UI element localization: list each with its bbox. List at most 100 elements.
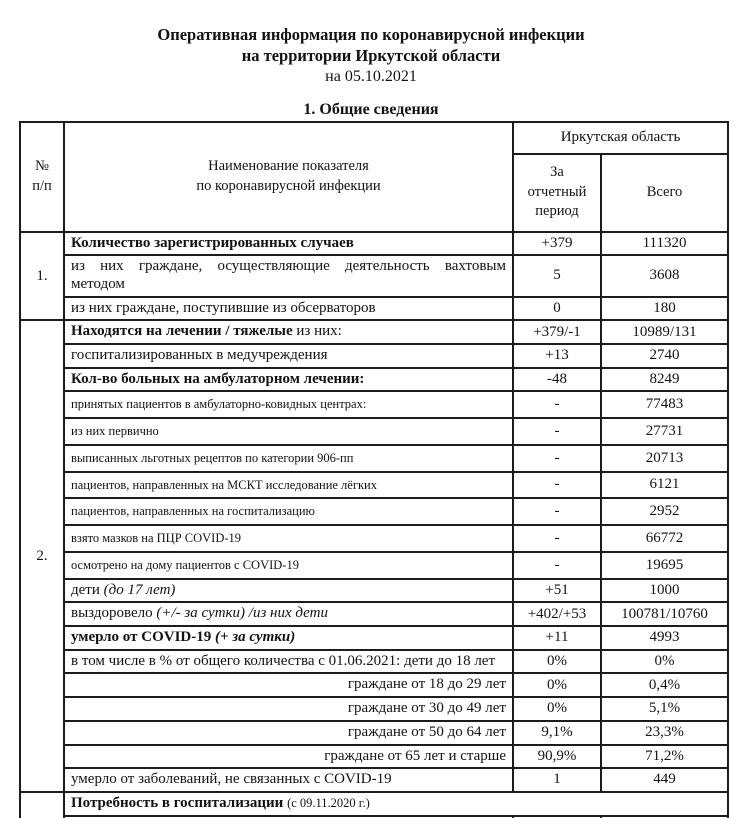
value-period: 0% <box>512 648 602 675</box>
table-row: граждане от 50 до 64 лет 9,1% 23,3% <box>20 719 730 746</box>
value-period: 5 <box>512 254 602 298</box>
indicator-name: выздоровело (+/- за сутки) /из них дети <box>63 601 514 628</box>
document-title: Оперативная информация по коронавирусной… <box>0 0 742 88</box>
indicator-name-text: (до 17 лет) <box>103 581 176 598</box>
table-row: граждане от 30 до 49 лет 0% 5,1% <box>20 696 730 722</box>
indicator-name-text: осмотрено на дому пациентов с COVID-19 <box>71 557 299 572</box>
indicator-name-text: из них: <box>296 323 342 340</box>
indicator-name-text: принятых пациентов в амбулаторно-ковидны… <box>71 397 367 412</box>
value-period: +11 <box>512 625 602 651</box>
value-total: 180 <box>599 295 730 322</box>
value-period: +379/-1 <box>512 319 602 346</box>
indicator-name: потребность в госпитализации в г. Иркутс… <box>63 814 514 818</box>
value-total: 449 <box>599 767 730 793</box>
indicator-name-text: (+/- за сутки) /из них дети <box>156 605 328 622</box>
indicator-name-text: граждане от 50 до 64 лет <box>347 723 506 740</box>
indicator-name-text: (+ за сутки) <box>214 629 296 646</box>
value-period: +51 <box>512 577 602 604</box>
value-total: 6121 <box>599 470 730 500</box>
row-number: 3. <box>19 790 65 818</box>
row-number: 2. <box>19 319 65 793</box>
indicator-name: Находятся на лечении / тяжелые из них: <box>63 319 514 346</box>
column-header-period: За отчетный период <box>512 152 602 233</box>
indicator-name-text: госпитализированных в медучреждения <box>71 347 328 364</box>
indicator-name: граждане от 65 лет и старше <box>63 743 514 770</box>
table-row: выписанных льготных рецептов по категори… <box>20 443 730 473</box>
value-period: +402/+53 <box>512 601 602 628</box>
value-total: 5,1% <box>599 696 730 722</box>
value-period: - <box>512 497 602 527</box>
indicator-name-text: дети <box>71 581 104 598</box>
value-total: 71,2% <box>599 743 730 770</box>
value-period: +13 <box>512 343 602 369</box>
value-period: 0% <box>512 672 602 699</box>
indicator-name-text: из них граждане, осуществляющие деятельн… <box>71 258 506 293</box>
value-period: - <box>512 470 602 500</box>
indicator-name: граждане от 50 до 64 лет <box>63 719 514 746</box>
table-row: 3.Потребность в госпитализации (с 09.11.… <box>19 790 730 818</box>
value-total: 2740 <box>599 343 730 369</box>
table-row: граждане от 65 лет и старше 90,9% 71,2% <box>20 743 730 770</box>
indicator-name: Количество зарегистрированных случаев <box>63 230 514 257</box>
indicator-name: выписанных льготных рецептов по категори… <box>63 443 514 473</box>
table-row: в том числе в % от общего количества с 0… <box>20 648 730 675</box>
column-header-region: Иркутская область <box>511 120 730 155</box>
indicator-name-text: пациентов, направленных на МСКТ исследов… <box>71 477 377 492</box>
table-row: принятых пациентов в амбулаторно-ковидны… <box>20 390 730 420</box>
value-total: 19695 <box>599 550 730 580</box>
value-total: 100781/10760 <box>599 601 730 628</box>
value-total: 10989/131 <box>599 319 730 346</box>
indicator-name-text: выздоровело <box>71 605 157 622</box>
indicator-name: умерло от COVID-19 (+ за сутки) <box>63 625 514 651</box>
value-total: 111320 <box>599 230 730 257</box>
table-row: умерло от заболеваний, не связанных с CO… <box>20 767 730 793</box>
indicator-name: из них граждане, осуществляющие деятельн… <box>63 254 514 298</box>
indicator-name-text: (с 09.11.2020 г.) <box>287 795 370 810</box>
indicator-name: принятых пациентов в амбулаторно-ковидны… <box>63 390 514 420</box>
table-row: потребность в госпитализации в г. Иркутс… <box>20 814 730 818</box>
table-row: граждане от 18 до 29 лет 0% 0,4% <box>20 672 730 699</box>
indicator-name: взято мазков на ПЦР COVID-19 <box>63 524 514 553</box>
column-header-total: Всего <box>599 152 730 233</box>
document-date: на 05.10.2021 <box>325 67 417 85</box>
value-total: 4993 <box>599 625 730 651</box>
indicator-name: госпитализированных в медучреждения <box>63 343 514 369</box>
table-row: из них граждане, осуществляющие деятельн… <box>20 254 730 298</box>
indicator-name: из них граждане, поступившие из обсерват… <box>63 295 514 322</box>
indicator-name-text: взято мазков на ПЦР COVID-19 <box>71 531 242 546</box>
indicator-name-text: Находятся на лечении / тяжелые <box>71 323 297 340</box>
indicator-name-text: граждане от 30 до 49 лет <box>347 700 506 717</box>
indicator-name-text: Потребность в госпитализации <box>71 794 288 811</box>
table-row: осмотрено на дому пациентов с COVID-19 -1… <box>20 550 730 580</box>
value-period: 0% <box>512 696 602 722</box>
value-total: 77483 <box>599 390 730 420</box>
table-row: пациентов, направленных на МСКТ исследов… <box>20 470 730 500</box>
value-total: 0% <box>599 648 730 675</box>
indicator-name: Кол-во больных на амбулаторном лечении: <box>63 366 514 393</box>
indicator-name: Потребность в госпитализации (с 09.11.20… <box>62 790 730 817</box>
indicator-name-text: граждане от 18 до 29 лет <box>347 676 506 693</box>
value-period: - <box>512 390 602 420</box>
indicator-name-text: из них первично <box>71 424 159 439</box>
table-row: пациентов, направленных на госпитализаци… <box>20 497 730 527</box>
column-header-num: № п/п <box>19 120 65 233</box>
table-row: Кол-во больных на амбулаторном лечении: -… <box>20 366 730 393</box>
value-total: 8249 <box>599 366 730 393</box>
indicator-name: осмотрено на дому пациентов с COVID-19 <box>63 550 514 580</box>
indicator-name-text: пациентов, направленных на госпитализаци… <box>71 504 315 519</box>
column-header-name: Наименование показателя по коронавирусно… <box>63 120 514 233</box>
indicator-name-text: Количество зарегистрированных случаев <box>71 234 354 251</box>
value-period: - <box>512 524 602 553</box>
table-row: выздоровело (+/- за сутки) /из них дети +… <box>20 601 730 628</box>
indicator-name-text: Кол-во больных на амбулаторном лечении: <box>71 370 365 387</box>
value-period: - <box>512 443 602 473</box>
indicator-name-text: умерло от заболеваний, не связанных с CO… <box>71 771 392 788</box>
value-total: 20713 <box>599 443 730 473</box>
value-total: 23,3% <box>599 719 730 746</box>
indicator-name-text: граждане от 65 лет и старше <box>324 747 506 764</box>
value-period: 0 <box>512 295 602 322</box>
value-period: 9,1% <box>512 719 602 746</box>
table-row: из них первично -27731 <box>20 417 730 446</box>
general-info-table: № п/п Наименование показателя по коронав… <box>19 120 730 818</box>
indicator-name: граждане от 18 до 29 лет <box>63 672 514 699</box>
